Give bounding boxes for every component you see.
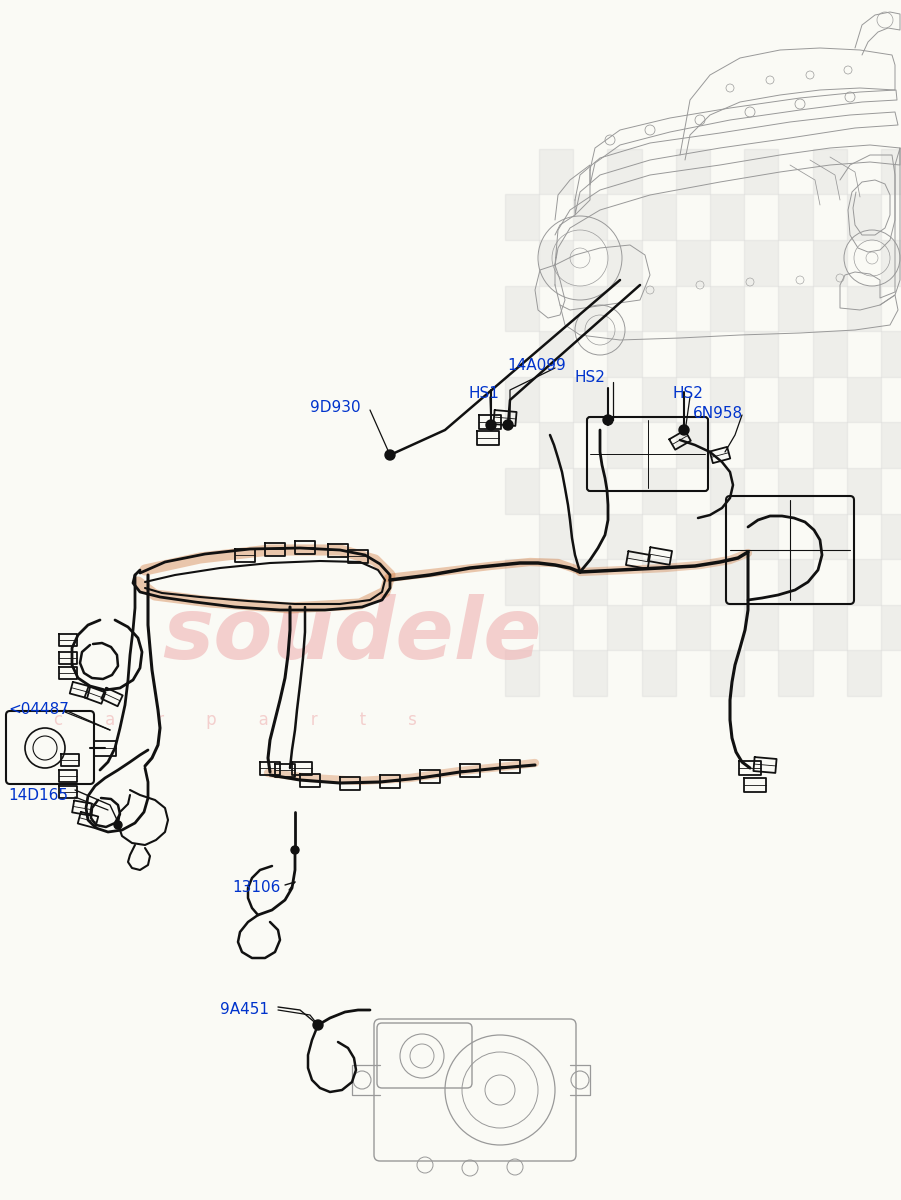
Bar [607, 331, 642, 377]
Text: 13106: 13106 [232, 881, 280, 895]
Bar [642, 650, 676, 696]
Bar [744, 422, 778, 468]
Bar [642, 377, 676, 422]
Circle shape [503, 420, 513, 430]
Bar [813, 149, 847, 194]
Bar [881, 149, 901, 194]
Bar [881, 422, 901, 468]
Bar [505, 559, 539, 605]
Text: HS2: HS2 [672, 385, 703, 401]
Bar [539, 605, 573, 650]
Bar [676, 422, 710, 468]
Bar [676, 605, 710, 650]
Text: soudele: soudele [162, 594, 542, 678]
Bar [539, 240, 573, 286]
Circle shape [385, 450, 395, 460]
Bar [642, 468, 676, 514]
Bar [539, 514, 573, 559]
Bar [744, 149, 778, 194]
Bar [778, 377, 813, 422]
Bar [505, 194, 539, 240]
Bar [847, 377, 881, 422]
Bar [539, 331, 573, 377]
Bar [847, 559, 881, 605]
Bar [642, 194, 676, 240]
Bar [744, 331, 778, 377]
Bar [573, 650, 607, 696]
Text: HS2: HS2 [575, 371, 605, 385]
Bar [573, 468, 607, 514]
Bar [539, 422, 573, 468]
Circle shape [313, 1020, 323, 1030]
Text: 14A099: 14A099 [507, 358, 566, 372]
Bar [778, 650, 813, 696]
Bar [847, 194, 881, 240]
Bar [778, 194, 813, 240]
Bar [573, 559, 607, 605]
Bar [676, 514, 710, 559]
Bar [505, 468, 539, 514]
Bar [573, 286, 607, 331]
Bar [881, 240, 901, 286]
Bar [710, 650, 744, 696]
Bar [710, 377, 744, 422]
Text: c        a        r        p        a        r        t        s: c a r p a r t s [54, 710, 417, 728]
Bar [505, 286, 539, 331]
Text: HS1: HS1 [468, 385, 499, 401]
Bar [744, 240, 778, 286]
Bar [778, 468, 813, 514]
Bar [607, 240, 642, 286]
Bar [573, 194, 607, 240]
Bar [778, 559, 813, 605]
Circle shape [603, 415, 613, 425]
Bar [710, 559, 744, 605]
Circle shape [291, 846, 299, 854]
Bar [881, 605, 901, 650]
Bar [676, 331, 710, 377]
Bar [642, 286, 676, 331]
Circle shape [114, 821, 122, 829]
Bar [676, 240, 710, 286]
Bar [778, 286, 813, 331]
Bar [813, 605, 847, 650]
Bar [505, 377, 539, 422]
Bar [847, 286, 881, 331]
Bar [607, 149, 642, 194]
Text: 14D165: 14D165 [8, 787, 68, 803]
Bar [744, 514, 778, 559]
Bar [813, 331, 847, 377]
Bar [847, 468, 881, 514]
Bar [710, 194, 744, 240]
Bar [642, 559, 676, 605]
Circle shape [679, 425, 689, 434]
Bar [744, 605, 778, 650]
Bar [676, 149, 710, 194]
Text: 9D930: 9D930 [310, 401, 360, 415]
Bar [607, 605, 642, 650]
Bar [813, 514, 847, 559]
Bar [505, 650, 539, 696]
Text: 9A451: 9A451 [220, 1002, 269, 1018]
Bar [539, 149, 573, 194]
Circle shape [486, 420, 496, 430]
Bar [881, 331, 901, 377]
Bar [607, 422, 642, 468]
Bar [881, 514, 901, 559]
Text: <04487: <04487 [8, 702, 68, 718]
Bar [573, 377, 607, 422]
Bar [607, 514, 642, 559]
Text: 6N958: 6N958 [693, 406, 743, 420]
Bar [813, 240, 847, 286]
Bar [847, 650, 881, 696]
Bar [813, 422, 847, 468]
Bar [710, 468, 744, 514]
Bar [710, 286, 744, 331]
